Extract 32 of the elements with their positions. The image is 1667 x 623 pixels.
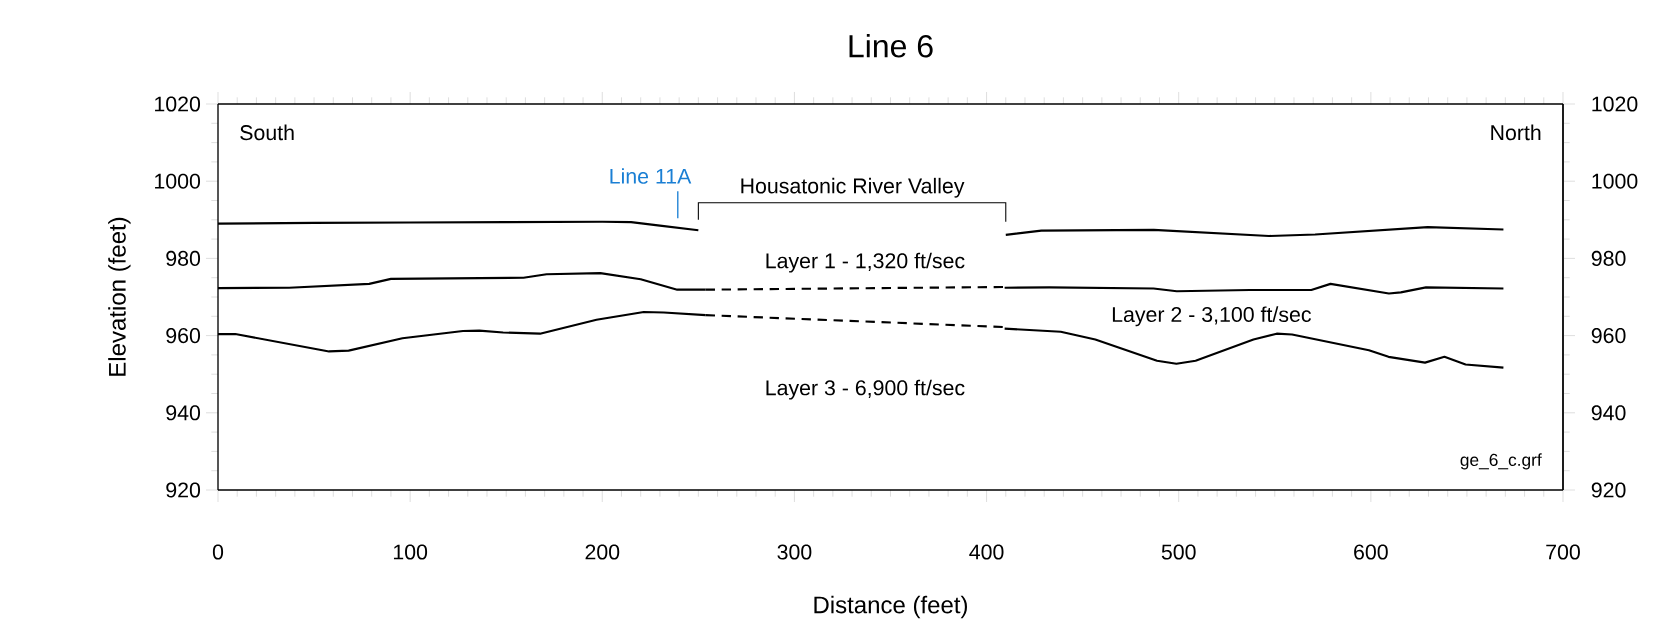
ref-line-label: Line 11A	[610, 168, 692, 185]
x-tick-label: 500	[1161, 544, 1196, 560]
x-tick-label: 300	[777, 544, 812, 560]
y2-tick-label: 980	[1591, 251, 1626, 267]
annotation: Layer 2 - 3,100 ft/sec	[1112, 306, 1311, 327]
y2-tick-label: 1020	[1592, 96, 1638, 112]
y-tick-label: 980	[166, 251, 201, 267]
y-tick-label: 920	[166, 482, 201, 498]
line-series	[1004, 226, 1505, 238]
annotation: Housatonic River Valley	[741, 178, 965, 198]
annotation: Layer 1 - 1,320 ft/sec	[766, 252, 965, 273]
y2-tick-label: 1000	[1592, 173, 1638, 189]
y-axis-title: Elevation (feet)	[108, 218, 131, 376]
y2-tick-label: 940	[1591, 405, 1626, 421]
y-tick-label: 940	[166, 405, 201, 421]
x-tick-label: 400	[969, 544, 1004, 560]
y-tick-label: 1020	[155, 96, 201, 112]
annotation: South	[240, 124, 294, 141]
annotation: North	[1491, 124, 1541, 141]
y2-tick-label: 960	[1591, 328, 1626, 344]
annotation: Layer 3 - 6,900 ft/sec	[766, 379, 965, 400]
x-tick-label: 200	[585, 544, 620, 560]
annotation: ge_6_c.grf	[1460, 453, 1542, 470]
x-tick-label: 0	[212, 544, 224, 560]
x-axis-title: Distance (feet)	[814, 595, 967, 619]
x-tick-label: 600	[1354, 544, 1388, 560]
y-tick-label: 960	[166, 328, 201, 344]
y2-tick-label: 920	[1591, 482, 1626, 498]
y-tick-label: 1000	[155, 173, 201, 189]
chart-title: Line 6	[849, 34, 933, 58]
x-tick-label: 100	[393, 544, 428, 560]
x-tick-label: 700	[1546, 544, 1580, 560]
